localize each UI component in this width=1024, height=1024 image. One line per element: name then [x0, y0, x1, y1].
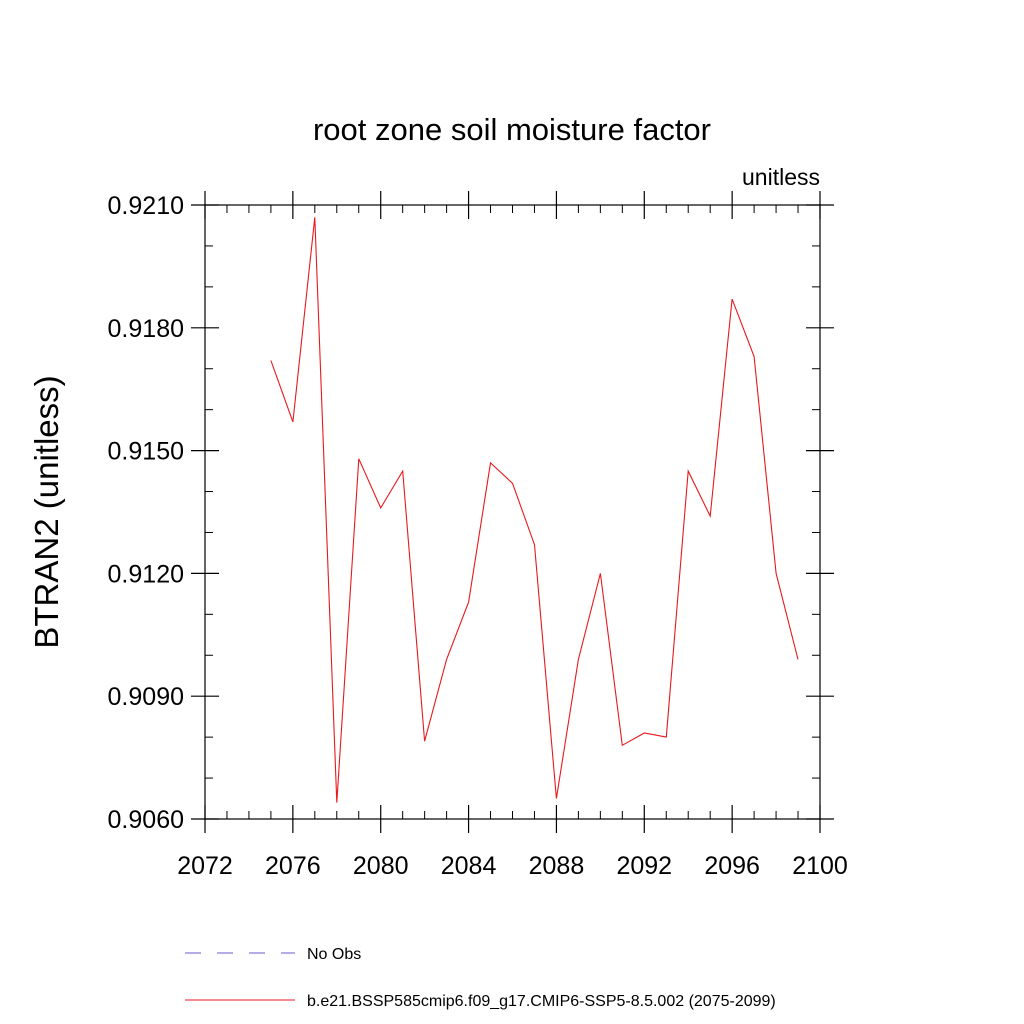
- minor-ticks: [205, 205, 820, 819]
- x-tick-label: 2092: [616, 852, 672, 880]
- units-label: unitless: [742, 164, 820, 190]
- series-line: [270, 217, 799, 803]
- y-tick-label: 0.9180: [108, 315, 184, 343]
- x-tick-label: 2084: [441, 852, 497, 880]
- y-tick-label: 0.9210: [108, 192, 184, 220]
- legend: No Obs b.e21.BSSP585cmip6.f09_g17.CMIP6-…: [185, 946, 776, 1010]
- x-tick-label: 2096: [704, 852, 760, 880]
- x-tick-label: 2072: [177, 852, 233, 880]
- y-tick-label: 0.9120: [108, 560, 184, 588]
- x-tick-label: 2088: [529, 852, 585, 880]
- x-tick-label: 2080: [353, 852, 409, 880]
- chart-title: root zone soil moisture factor: [313, 112, 711, 147]
- x-tick-label: 2100: [792, 852, 848, 880]
- plot-frame: [204, 204, 821, 820]
- y-tick-label: 0.9060: [108, 806, 184, 834]
- y-tick-label: 0.9150: [108, 438, 184, 466]
- y-axis-label: BTRAN2 (unitless): [28, 375, 65, 648]
- legend-label-model: b.e21.BSSP585cmip6.f09_g17.CMIP6-SSP5-8.…: [307, 993, 776, 1010]
- major-ticks: [191, 191, 834, 833]
- legend-label-no-obs: No Obs: [307, 946, 361, 963]
- series-layer: [270, 217, 799, 803]
- x-tick-labels: 2072 2076 2080 2084 2088 2092 2096 2100: [177, 852, 848, 880]
- y-tick-label: 0.9090: [108, 683, 184, 711]
- x-tick-label: 2076: [265, 852, 321, 880]
- y-tick-labels: 0.9060 0.9090 0.9120 0.9150 0.9180 0.9210: [108, 192, 184, 834]
